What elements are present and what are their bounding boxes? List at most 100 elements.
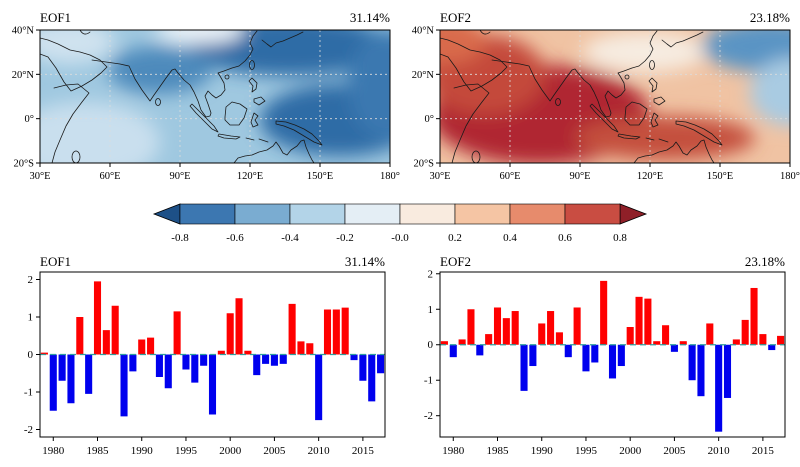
lat-tick-label: 20°S (413, 159, 434, 170)
x-tick-label: 1990 (531, 445, 554, 457)
pc-bar (600, 280, 608, 345)
pc-bar (377, 354, 385, 374)
pc-bar (332, 309, 340, 355)
colorbar-segment (289, 203, 346, 225)
x-tick-label: 1995 (575, 445, 598, 457)
pc-bar (191, 354, 199, 383)
pc-bar (85, 354, 93, 394)
pc1-bar-chart: EOF1 31.14% -2 -1 0 1 2 1980 1985 1990 1995 2000 2… (24, 254, 386, 457)
pc-bar (662, 325, 670, 345)
map-axis-labels: 40°N 20°N 0° 20°S30°E 60°E 90°E 120°E 150°E 180° (12, 26, 400, 183)
pc-bar (40, 352, 48, 355)
pc-bar (591, 344, 599, 363)
pc-bar (235, 298, 243, 355)
lon-tick-label: 180° (780, 171, 800, 182)
pc-bar (449, 344, 457, 358)
lat-tick-label: 0° (25, 114, 34, 125)
x-tick-label: 2010 (308, 445, 331, 457)
pc-bar (129, 354, 137, 372)
colorbar-right-arrow (619, 203, 648, 225)
pc-bar (723, 344, 732, 398)
pc-bar (200, 354, 208, 366)
pc-bar (93, 281, 102, 355)
colorbar: -0.8 -0.6 -0.4 -0.2 -0.0 0.2 0.4 0.6 0.8 (152, 203, 648, 244)
colorbar-tick-label: -0.0 (391, 232, 409, 244)
x-tick-label: 1990 (131, 445, 154, 457)
lon-tick-label: 60°E (99, 171, 120, 182)
pc-bar (750, 287, 758, 345)
x-tick-label: 1980 (442, 445, 465, 457)
pc-bar (315, 354, 323, 421)
pc-bar (697, 344, 705, 397)
x-tick-label: 2000 (219, 445, 242, 457)
eof1-map-panel: EOF1 31.14% 40°N 20°N 0° 20°S30°E 60°E 90°E 12… (12, 10, 400, 183)
pc-bar (502, 318, 510, 345)
colorbar-segment (179, 203, 236, 225)
colorbar-tick-label: 0.8 (613, 232, 627, 244)
panel-title: EOF1 (40, 10, 71, 25)
x-tick-label: 2005 (263, 445, 286, 457)
pc-bar (120, 354, 128, 417)
pc-bar (306, 343, 314, 355)
x-tick-label: 1995 (175, 445, 198, 457)
map-frame (439, 29, 791, 164)
lon-tick-label: 120°E (637, 171, 663, 182)
pc-bar (635, 296, 643, 345)
lon-tick-label: 30°E (29, 171, 50, 182)
pc-bar (688, 344, 696, 381)
lon-tick-label: 60°E (499, 171, 520, 182)
pc-bar (279, 354, 287, 364)
x-tick-label: 2005 (663, 445, 686, 457)
pc-bar (164, 354, 172, 389)
pc-bar (741, 319, 749, 345)
lon-tick-label: 90°E (569, 171, 590, 182)
y-tick-label: 0 (428, 339, 434, 351)
lat-tick-label: 40°N (412, 26, 435, 37)
pc-bar (350, 354, 358, 361)
colorbar-segment (509, 203, 566, 225)
eof2-contour-field (440, 30, 790, 163)
pc-bar (155, 354, 163, 377)
colorbar-segment (564, 203, 621, 225)
pc-bar (529, 344, 537, 367)
x-tick-label: 1980 (42, 445, 65, 457)
y-tick-label: -2 (24, 424, 33, 436)
pc-bar (582, 344, 590, 372)
pc-bar (58, 354, 66, 381)
y-tick-label: 1 (428, 304, 434, 316)
lon-tick-label: 180° (380, 171, 400, 182)
pc-bar (368, 354, 376, 402)
lat-tick-label: 20°S (13, 159, 34, 170)
lon-tick-label: 150°E (707, 171, 733, 182)
x-tick-label: 2015 (752, 445, 775, 457)
colorbar-tick-label: -0.6 (226, 232, 244, 244)
pc-bar (217, 350, 225, 355)
panel-title: EOF2 (440, 254, 471, 269)
x-tick-label: 1985 (87, 445, 110, 457)
panel-title: EOF1 (40, 254, 71, 269)
y-tick-label: 0 (28, 349, 34, 361)
x-tick-label: 2015 (352, 445, 375, 457)
pc-bar (440, 341, 448, 345)
pc-bar (270, 354, 278, 366)
pc-bar (493, 307, 502, 345)
map-gridlines (40, 30, 390, 163)
lat-tick-label: 40°N (12, 26, 35, 37)
pc-bar (323, 309, 332, 355)
pc-bar (67, 354, 75, 404)
y-tick-label: -1 (24, 387, 33, 399)
pc-bar (573, 307, 581, 345)
axes-frame (439, 271, 786, 438)
variance-label: 23.18% (750, 10, 790, 25)
variance-label: 23.18% (745, 254, 785, 269)
pc-bar (653, 341, 661, 345)
pc-bar (182, 354, 190, 370)
coastlines (440, 30, 723, 163)
y-tick-label: -1 (424, 375, 433, 387)
lon-tick-label: 30°E (429, 171, 450, 182)
pc-bar (253, 354, 261, 376)
colorbar-body: -0.8 -0.6 -0.4 -0.2 -0.0 0.2 0.4 0.6 0.8 (152, 203, 648, 244)
x-tick-label: 1985 (487, 445, 510, 457)
pc-bar (617, 344, 625, 367)
